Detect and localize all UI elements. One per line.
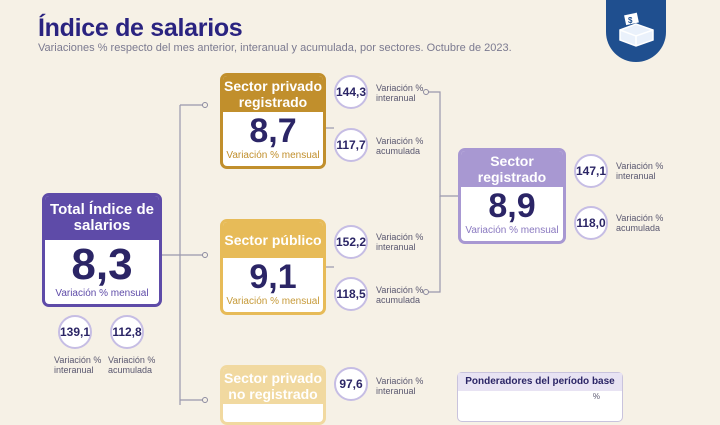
connector-dot — [202, 252, 208, 258]
monthly-variation-value: 8,7 — [249, 112, 297, 150]
logo-badge: $ — [606, 0, 666, 62]
connector-dot — [202, 102, 208, 108]
monthly-variation-value: 9,1 — [249, 258, 297, 296]
page-title: Índice de salarios — [38, 14, 243, 42]
interanual-value: 144,3 — [334, 75, 368, 109]
interanual-label: Variación % interanual — [616, 161, 664, 181]
interanual-value: 97,6 — [334, 367, 368, 401]
connector-dot — [423, 89, 429, 95]
monthly-variation-label: Variación % mensual — [55, 288, 149, 299]
card-sector-registrado: Sector registrado 8,9 Variación % mensua… — [458, 148, 566, 244]
acumulada-value: 112,8 — [110, 315, 144, 349]
monthly-variation-value: 8,3 — [71, 240, 133, 289]
card-total-indice: Total Índice de salarios 8,3 Variación %… — [42, 193, 162, 307]
monthly-variation-label: Variación % mensual — [226, 296, 320, 307]
card-title: Sector privado registrado — [223, 76, 323, 112]
connector-dot — [423, 289, 429, 295]
acumulada-label: Variación % acumulada — [376, 136, 424, 156]
interanual-label: Variación % interanual — [376, 232, 424, 252]
card-title: Total Índice de salarios — [45, 196, 159, 240]
card-sector-privado-no-registrado: Sector privado no registrado — [220, 365, 326, 425]
acumulada-label: Variación % acumulada — [616, 213, 664, 233]
monthly-variation-value: 8,9 — [488, 187, 536, 225]
interanual-label: Variación % interanual — [376, 83, 424, 103]
connector-dot — [202, 397, 208, 403]
money-box-icon: $ — [619, 12, 654, 47]
ponderadores-table: Ponderadores del período base % — [457, 372, 623, 422]
ponderadores-title: Ponderadores del período base — [458, 373, 622, 391]
monthly-variation-label: Variación % mensual — [465, 225, 559, 236]
svg-text:$: $ — [628, 16, 633, 25]
connector-lines — [162, 91, 458, 405]
acumulada-label: Variación % acumulada — [108, 355, 156, 375]
acumulada-value: 118,5 — [334, 277, 368, 311]
interanual-label: Variación % interanual — [376, 376, 424, 396]
card-sector-publico: Sector público 9,1 Variación % mensual — [220, 219, 326, 315]
card-title: Sector privado no registrado — [223, 368, 323, 404]
acumulada-label: Variación % acumulada — [376, 285, 424, 305]
card-title: Sector público — [223, 222, 323, 258]
ponderadores-unit: % — [592, 392, 600, 401]
acumulada-value: 118,0 — [574, 206, 608, 240]
interanual-value: 147,1 — [574, 154, 608, 188]
interanual-value: 139,1 — [58, 315, 92, 349]
card-title: Sector registrado — [461, 151, 563, 187]
monthly-variation-label: Variación % mensual — [226, 150, 320, 161]
interanual-label: Variación % interanual — [54, 355, 102, 375]
acumulada-value: 117,7 — [334, 128, 368, 162]
page-subtitle: Variaciones % respecto del mes anterior,… — [38, 42, 512, 54]
card-sector-privado-registrado: Sector privado registrado 8,7 Variación … — [220, 73, 326, 169]
interanual-value: 152,2 — [334, 225, 368, 259]
